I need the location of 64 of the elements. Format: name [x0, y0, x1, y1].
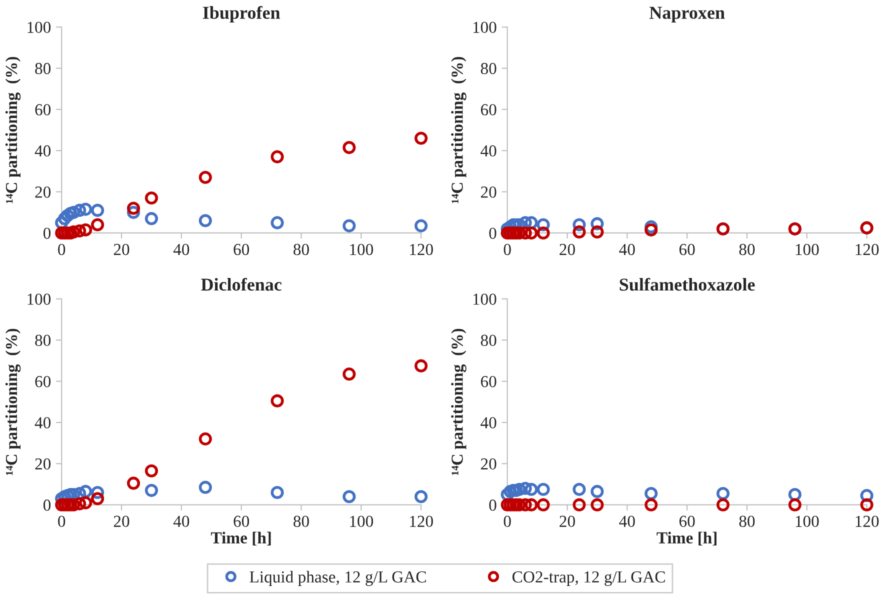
y-tick-label: 100: [28, 294, 51, 305]
x-axis-title: Time [h]: [210, 532, 271, 546]
y-tick-label: 100: [473, 294, 496, 305]
x-tick-label: 0: [504, 244, 511, 256]
y-tick-label: 20: [480, 458, 496, 470]
x-tick-label: 60: [234, 516, 250, 527]
x-tick-label: 80: [739, 244, 755, 256]
x-tick-label: 0: [58, 516, 66, 527]
x-tick-label: 40: [173, 516, 190, 527]
y-tick-label: 100: [28, 22, 51, 33]
y-tick-label: 80: [480, 62, 496, 74]
chart-title: Naproxen: [649, 6, 725, 23]
x-tick-label: 100: [796, 244, 819, 256]
chart-title: Ibuprofen: [202, 6, 280, 23]
x-tick-label: 20: [560, 244, 575, 256]
y-tick-label: 40: [480, 145, 496, 157]
y-tick-label: 80: [35, 62, 51, 74]
y-tick-label: 60: [35, 376, 51, 388]
y-tick-label: 40: [34, 145, 51, 157]
y-axis-title: ¹⁴C partitioning (%): [5, 57, 21, 204]
x-tick-label: 120: [410, 516, 433, 527]
x-tick-label: 40: [619, 244, 635, 256]
y-tick-label: 60: [480, 104, 496, 116]
y-tick-label: 100: [473, 22, 496, 33]
y-tick-label: 0: [489, 500, 496, 511]
y-tick-label: 0: [43, 500, 51, 511]
x-tick-label: 40: [173, 244, 190, 256]
x-tick-label: 60: [679, 516, 695, 527]
y-tick-label: 0: [43, 228, 51, 239]
chart-title: Sulfamethoxazole: [620, 278, 755, 291]
x-tick-label: 80: [739, 516, 755, 527]
y-tick-label: 60: [480, 376, 496, 388]
x-tick-label: 0: [58, 244, 66, 256]
y-tick-label: 20: [35, 186, 51, 198]
chart-title: Diclofenac: [201, 278, 282, 291]
x-tick-label: 60: [679, 244, 695, 256]
y-tick-label: 40: [480, 417, 496, 428]
legend-label: CO2-trap, 12 g/L GAC: [512, 571, 665, 586]
x-tick-label: 100: [350, 244, 374, 256]
x-tick-label: 120: [410, 244, 433, 256]
x-tick-label: 80: [294, 516, 309, 527]
x-tick-label: 20: [560, 516, 575, 527]
x-axis-title: Time [h]: [656, 532, 716, 546]
y-axis-title: ¹⁴C partitioning (%): [451, 57, 466, 204]
x-tick-label: 100: [796, 516, 819, 527]
x-tick-label: 20: [114, 244, 130, 256]
y-axis-title: ¹⁴C partitioning (%): [451, 328, 466, 475]
y-tick-label: 20: [35, 458, 51, 470]
y-tick-label: 80: [35, 334, 51, 346]
x-tick-label: 40: [619, 516, 635, 527]
y-axis-title: ¹⁴C partitioning (%): [5, 328, 21, 475]
x-tick-label: 20: [114, 516, 130, 527]
y-tick-label: 60: [35, 104, 51, 116]
y-tick-label: 80: [480, 334, 496, 346]
x-tick-label: 120: [856, 516, 879, 527]
x-tick-label: 0: [504, 516, 511, 527]
x-tick-label: 100: [350, 516, 374, 527]
x-tick-label: 120: [856, 244, 879, 256]
x-tick-label: 60: [234, 244, 250, 256]
y-tick-label: 20: [480, 186, 496, 198]
legend-label: Liquid phase, 12 g/L GAC: [250, 570, 426, 586]
y-tick-label: 0: [489, 228, 496, 239]
y-tick-label: 40: [34, 417, 51, 428]
x-tick-label: 80: [294, 244, 309, 256]
